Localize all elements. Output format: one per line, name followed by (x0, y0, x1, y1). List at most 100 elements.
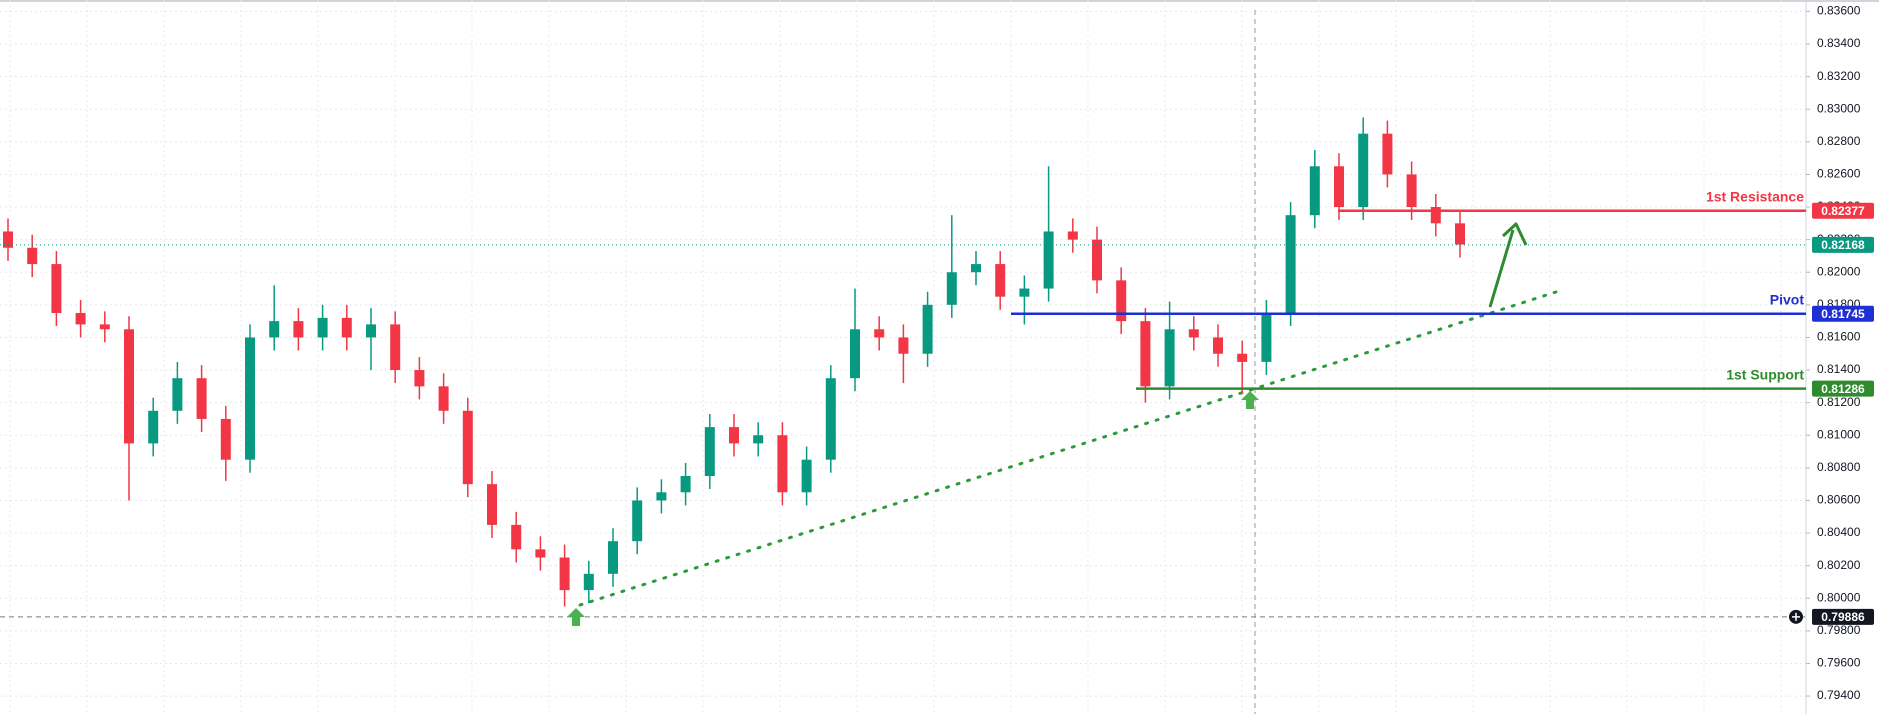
candle-body (1092, 239, 1102, 281)
crosshair-price-box (1812, 608, 1874, 625)
level-label: Pivot (1770, 292, 1805, 308)
candle-body (729, 427, 739, 444)
candle-body (704, 427, 715, 476)
candle-body (196, 378, 207, 419)
candle-body (1358, 133, 1369, 208)
candle-body (220, 418, 231, 460)
current-price-box (1812, 236, 1874, 253)
level-price-label: 0.81745 (1821, 307, 1865, 321)
y-tick-label: 0.83000 (1817, 101, 1861, 115)
candle-body (148, 410, 159, 444)
candle-body (583, 573, 594, 591)
candle-body (608, 541, 618, 574)
candle-body (825, 378, 836, 460)
candle-body (438, 386, 449, 411)
candle-body (850, 329, 860, 379)
candle-body (1237, 353, 1248, 362)
level-price-label: 0.81286 (1821, 382, 1865, 396)
level-price-box (1812, 380, 1874, 397)
up-arrow-marker (1241, 391, 1259, 409)
candle-body (317, 317, 328, 338)
candle-body (341, 317, 352, 338)
y-tick-label: 0.83600 (1817, 4, 1861, 18)
candle-body (874, 329, 885, 338)
y-tick-label: 0.82600 (1817, 167, 1861, 181)
candle-body (51, 264, 62, 313)
candle-body (414, 370, 425, 387)
candle-body (293, 321, 304, 338)
candle-body (172, 378, 183, 411)
y-tick-label: 0.82000 (1817, 264, 1861, 278)
candle-body (801, 459, 812, 493)
projection-arrow (1488, 229, 1515, 308)
y-tick-label: 0.80800 (1817, 460, 1861, 474)
level-price-box (1812, 305, 1874, 322)
candle-body (946, 272, 957, 305)
candle-body (1140, 321, 1151, 387)
candle-body (995, 264, 1006, 297)
y-tick-label: 0.82800 (1817, 134, 1861, 148)
y-tick-label: 0.81600 (1817, 330, 1861, 344)
y-tick-label: 0.83200 (1817, 69, 1861, 83)
y-tick-label: 0.80600 (1817, 493, 1861, 507)
candle-body (366, 324, 376, 338)
candle-body (1309, 166, 1320, 216)
candle-body (1455, 223, 1465, 245)
y-tick-label: 0.80200 (1817, 558, 1861, 572)
candle-body (245, 337, 255, 460)
level-label: 1st Support (1726, 366, 1804, 382)
level-label: 1st Resistance (1706, 188, 1804, 204)
candle-body (1261, 312, 1272, 362)
current-price-label: 0.82168 (1821, 238, 1865, 252)
crosshair-add-plus (1792, 612, 1800, 621)
candle-body (269, 321, 280, 338)
y-tick-label: 0.80000 (1817, 590, 1861, 604)
candle-body (1164, 329, 1175, 387)
candle-body (75, 312, 86, 325)
candle-body (1382, 133, 1393, 175)
candle-body (1067, 231, 1078, 240)
projection-arrow-head (1501, 222, 1528, 246)
level-price-label: 0.82377 (1821, 204, 1865, 218)
candle-body (99, 324, 110, 330)
up-arrow-marker (567, 608, 585, 626)
y-tick-label: 0.79800 (1817, 623, 1861, 637)
candle-body (27, 247, 38, 265)
candle-body (898, 337, 909, 354)
candle-body (535, 549, 546, 558)
candle-body (1334, 166, 1344, 208)
candle-body (1430, 207, 1441, 224)
candle-body (1116, 280, 1127, 322)
candle-body (656, 492, 667, 501)
candle-body (680, 476, 691, 493)
candle-body (462, 410, 473, 485)
candle-body (3, 231, 13, 248)
candle-body (487, 484, 497, 525)
candle-body (922, 304, 933, 354)
y-tick-label: 0.81000 (1817, 427, 1861, 441)
candle-body (559, 557, 570, 591)
candle-body (971, 264, 981, 273)
y-tick-label: 0.81200 (1817, 395, 1861, 409)
y-tick-label: 0.79600 (1817, 656, 1861, 670)
candle-body (124, 329, 134, 444)
y-tick-label: 0.80400 (1817, 525, 1861, 539)
candle-body (1213, 337, 1223, 354)
candle-body (390, 324, 401, 371)
candle-body (632, 500, 643, 542)
candle-body (1285, 215, 1296, 313)
candle-body (1019, 288, 1030, 297)
candle-body (777, 435, 788, 493)
crosshair-price-label: 0.79886 (1821, 610, 1865, 624)
candle-body (753, 435, 764, 444)
y-tick-label: 0.83400 (1817, 36, 1861, 50)
y-tick-label: 0.81400 (1817, 362, 1861, 376)
candle-body (511, 524, 522, 550)
candle-body (1406, 174, 1417, 208)
candle-body (1188, 329, 1199, 338)
candle-body (1043, 231, 1054, 289)
level-price-box (1812, 202, 1874, 219)
y-tick-label: 0.79400 (1817, 688, 1861, 702)
